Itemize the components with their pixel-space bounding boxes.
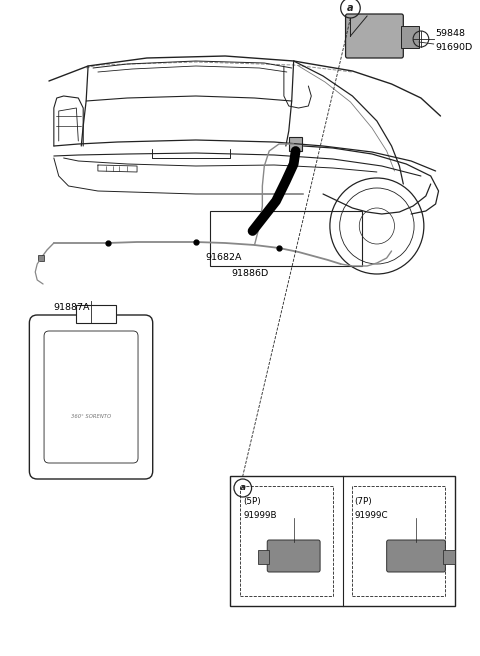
Bar: [401, 26, 419, 48]
Text: 91886D: 91886D: [231, 270, 268, 279]
Text: a: a: [240, 483, 246, 493]
FancyBboxPatch shape: [29, 315, 153, 479]
Text: 91682A: 91682A: [205, 253, 242, 262]
Bar: [230, 476, 455, 606]
Bar: [240, 486, 333, 596]
Text: 91999B: 91999B: [244, 511, 277, 520]
FancyBboxPatch shape: [267, 540, 320, 572]
Bar: [76, 305, 116, 323]
Bar: [258, 550, 269, 564]
Text: (5P): (5P): [244, 497, 262, 506]
FancyBboxPatch shape: [387, 540, 445, 572]
Text: 59848: 59848: [436, 30, 466, 39]
Text: (7P): (7P): [354, 497, 372, 506]
Text: 360° SORENTO: 360° SORENTO: [71, 413, 111, 419]
Text: 91999C: 91999C: [354, 511, 388, 520]
Bar: [444, 550, 455, 564]
Text: 91690D: 91690D: [436, 43, 473, 52]
Bar: [289, 137, 302, 151]
Text: 91887A: 91887A: [54, 304, 90, 312]
Bar: [352, 486, 445, 596]
FancyBboxPatch shape: [346, 14, 403, 58]
Bar: [210, 211, 362, 266]
Text: a: a: [347, 3, 354, 13]
